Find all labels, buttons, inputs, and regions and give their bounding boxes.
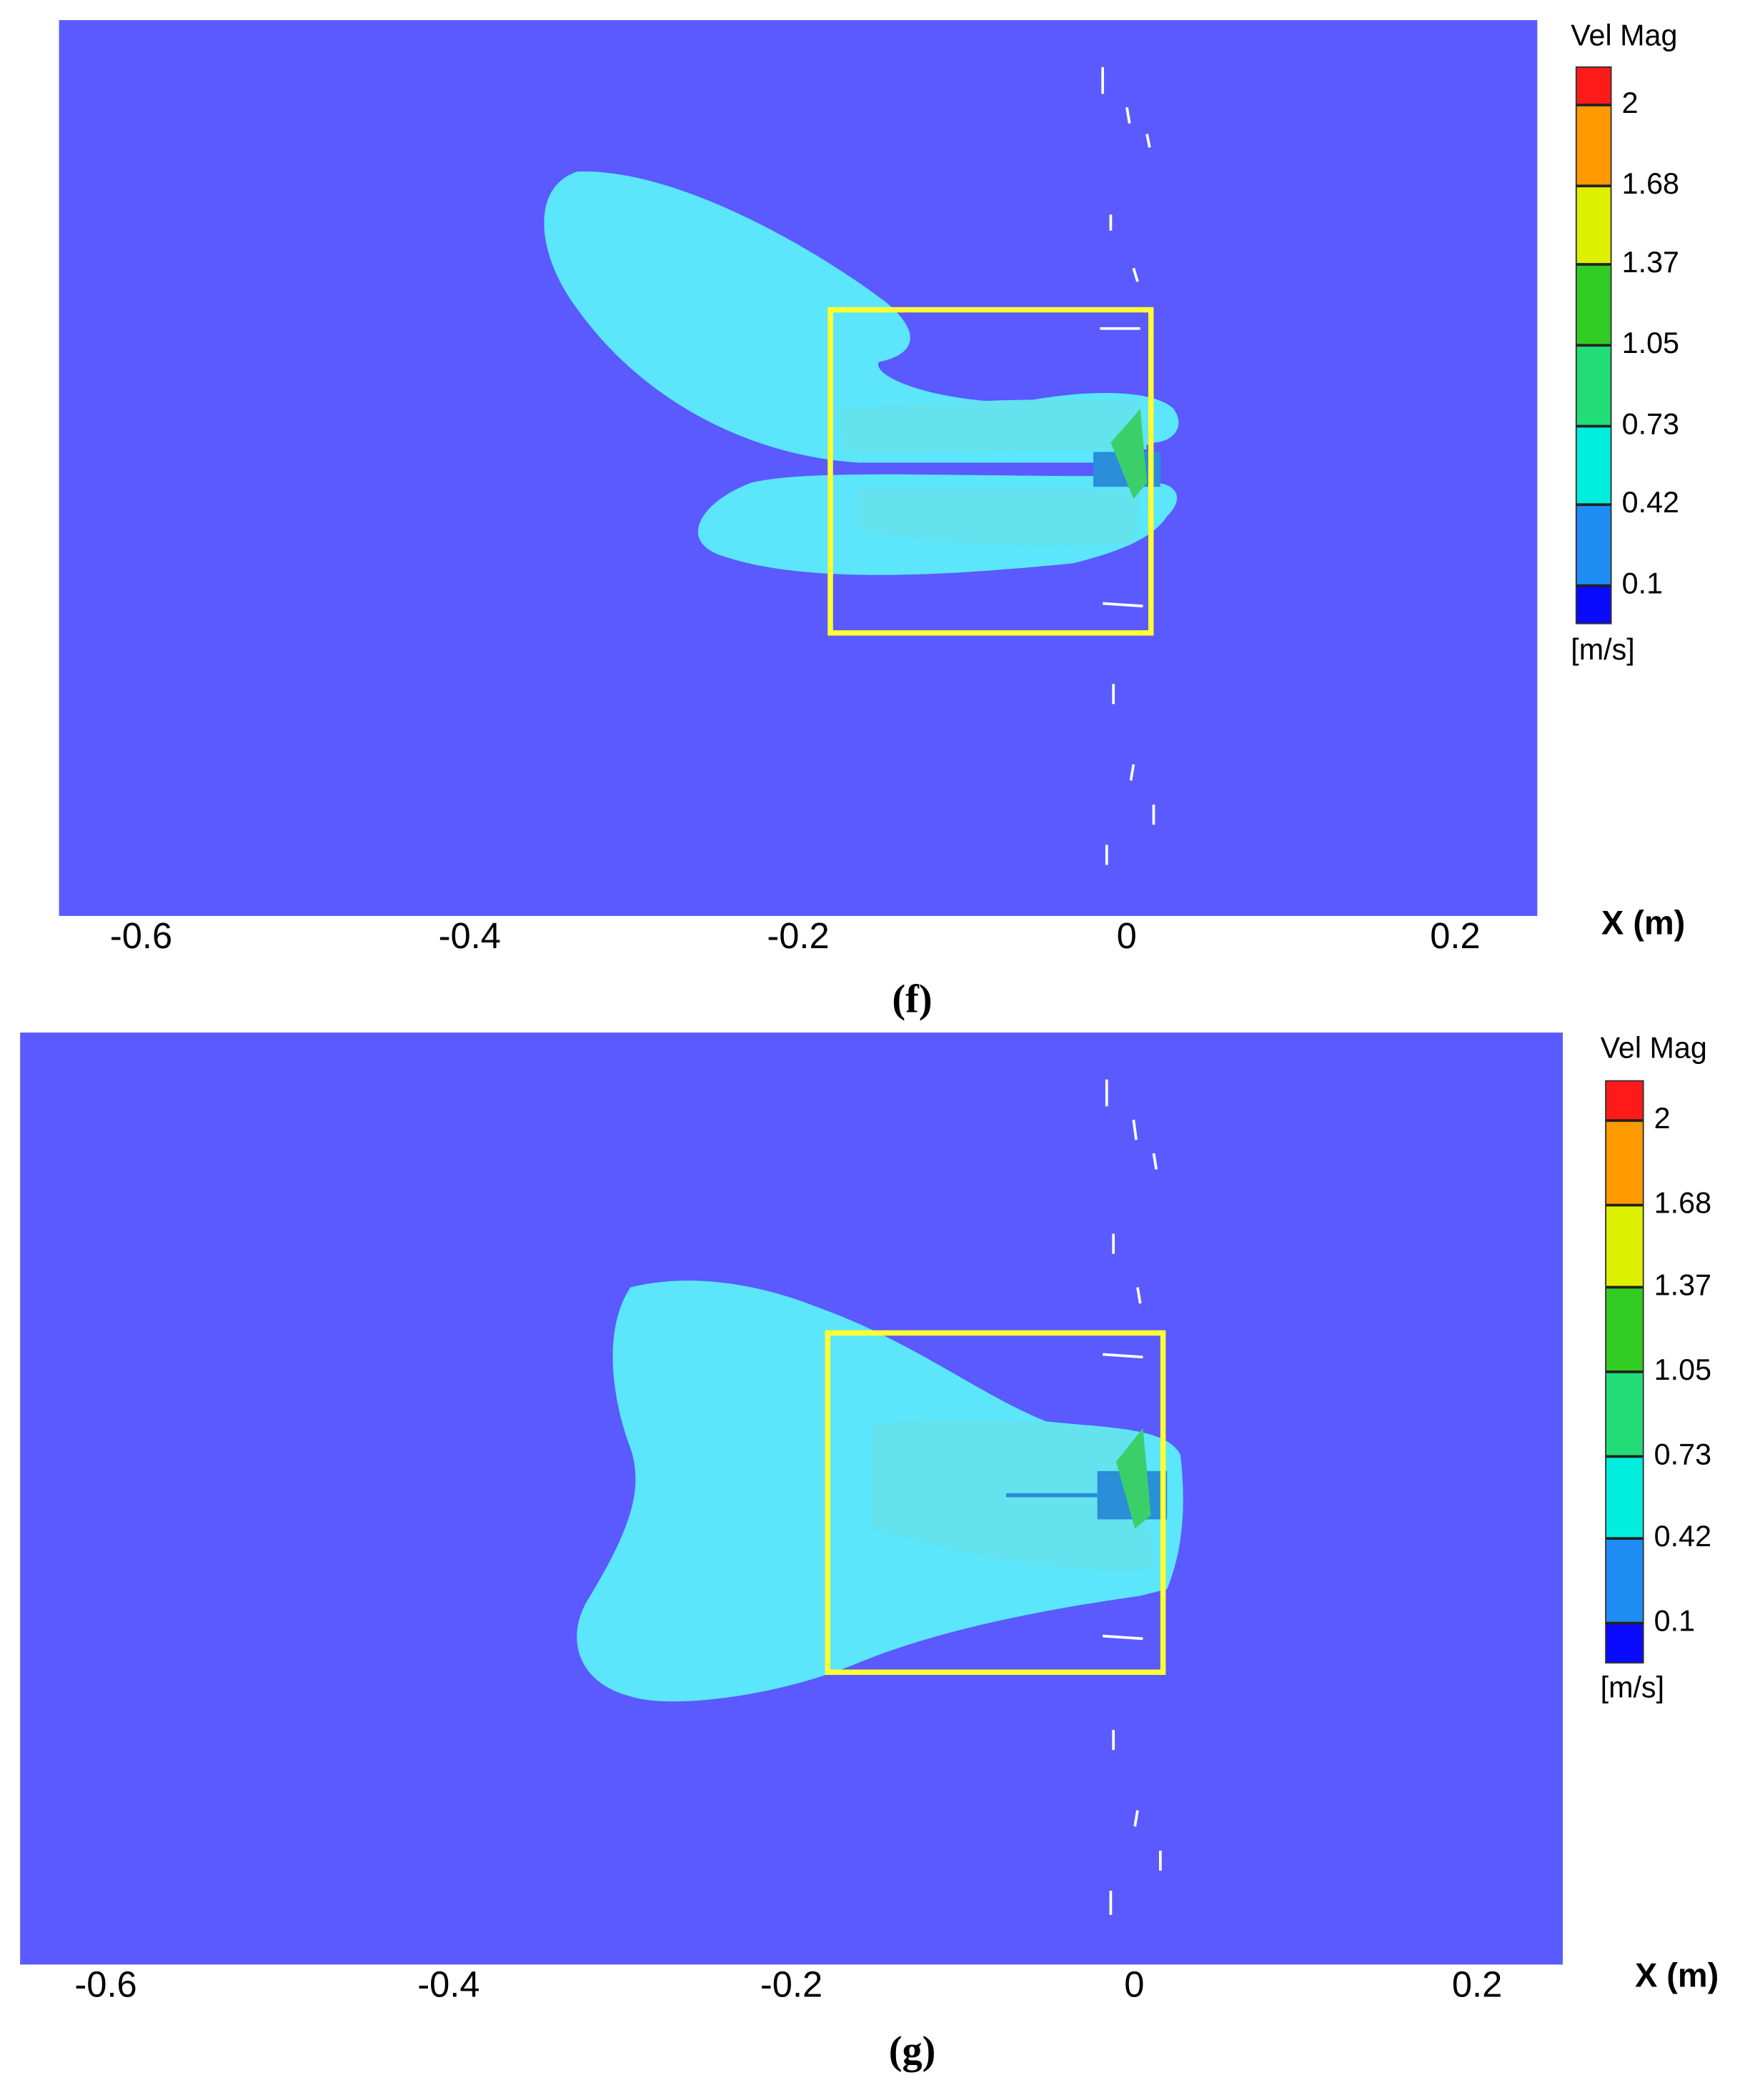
x-tick-label: -0.4 xyxy=(417,1964,479,2005)
colorbar-unit: [m/s] xyxy=(1571,633,1634,666)
wake-upper xyxy=(544,171,1179,463)
panel-g xyxy=(20,1032,1563,1965)
x-tick-label: 0 xyxy=(1124,1964,1144,2005)
x-tick-label: -0.2 xyxy=(760,1964,822,2005)
colorbar-segment xyxy=(1576,186,1611,264)
x-tick-label: -0.6 xyxy=(74,1964,136,2005)
colorbar-segment xyxy=(1606,1456,1644,1539)
colorbar-segment xyxy=(1606,1538,1644,1623)
plot-area xyxy=(59,20,1538,916)
colorbar-segment xyxy=(1576,104,1611,186)
colorbar-segment xyxy=(1576,585,1611,624)
specks xyxy=(1103,1079,1162,1916)
colorbar-segment xyxy=(1606,1623,1644,1663)
caption: (f) xyxy=(892,977,932,1022)
colorbar-tick-label: 1.37 xyxy=(1654,1268,1711,1301)
x-axis-label: X (m) xyxy=(1635,1957,1719,1994)
wake-core xyxy=(838,399,1148,546)
x-tick-label: 0.2 xyxy=(1430,915,1480,956)
x-tick-label: -0.6 xyxy=(110,915,172,956)
colorbar-segment xyxy=(1576,504,1611,586)
colorbar-segment xyxy=(1606,1205,1644,1288)
highlight-box xyxy=(825,1330,1166,1676)
colorbar-segment xyxy=(1576,426,1611,505)
colorbar-tick-label: 2 xyxy=(1622,86,1639,119)
colorbar-tick-label: 1.68 xyxy=(1622,167,1679,200)
x-axis-label: X (m) xyxy=(1601,904,1685,941)
colorbar-tick-label: 0.1 xyxy=(1654,1605,1695,1638)
caption: (g) xyxy=(889,2029,936,2073)
colorbar-tick-label: 0.73 xyxy=(1622,407,1679,440)
colorbar-tick-label: 0.42 xyxy=(1622,486,1679,519)
colorbar-segment xyxy=(1576,264,1611,346)
colorbar-tick-label: 1.37 xyxy=(1622,246,1679,279)
colorbar-title: Vel Mag xyxy=(1601,1031,1707,1064)
x-tick-label: 0.2 xyxy=(1452,1964,1502,2005)
colorbar-tick-label: 1.05 xyxy=(1622,327,1679,359)
colorbar-tick-label: 0.1 xyxy=(1622,567,1663,599)
colorbar-tick-label: 1.05 xyxy=(1654,1353,1711,1386)
x-tick-label: -0.4 xyxy=(439,915,501,956)
colorbar-segment xyxy=(1606,1287,1644,1372)
colorbar-tick-label: 0.73 xyxy=(1654,1438,1711,1471)
colorbar-tick-label: 0.42 xyxy=(1654,1520,1711,1553)
colorbar-segment xyxy=(1576,345,1611,427)
highlight-box xyxy=(827,307,1154,636)
propeller xyxy=(1005,1428,1168,1529)
panel-f xyxy=(59,20,1538,916)
colorbar-tick-label: 1.68 xyxy=(1654,1187,1711,1220)
colorbar-tick-label: 2 xyxy=(1654,1102,1671,1135)
x-tick-label: 0 xyxy=(1117,915,1137,956)
colorbar-segment xyxy=(1576,66,1611,105)
colorbar-segment xyxy=(1606,1371,1644,1457)
colorbar-segment xyxy=(1606,1120,1644,1205)
colorbar-unit: [m/s] xyxy=(1601,1671,1664,1704)
colorbar-segment xyxy=(1606,1080,1644,1121)
colorbar-title: Vel Mag xyxy=(1571,19,1677,51)
specks xyxy=(1100,66,1155,865)
x-tick-label: -0.2 xyxy=(767,915,829,956)
